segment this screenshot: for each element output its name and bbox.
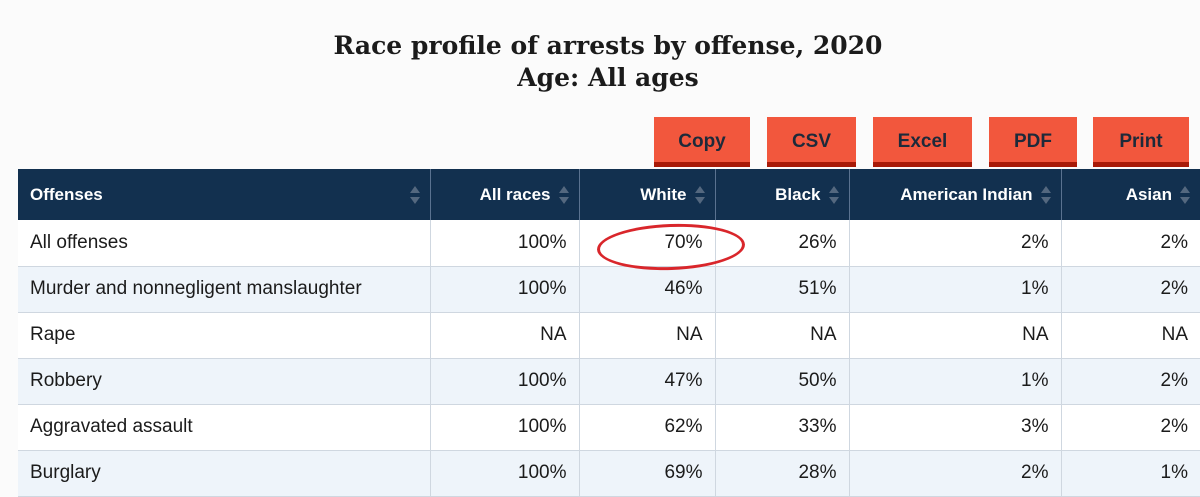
column-label: White [640, 184, 687, 204]
table-row: All offenses 100% 70% 26% 2% 2% [18, 220, 1200, 267]
sort-icon [1040, 185, 1051, 204]
table-cell: 26% [715, 220, 850, 267]
sort-icon [828, 185, 839, 204]
table-cell: 2% [849, 450, 1062, 497]
table-cell: 1% [849, 266, 1062, 313]
table-cell: 70% [579, 220, 716, 267]
table-cell: Aggravated assault [18, 404, 431, 451]
table-cell: 2% [849, 220, 1062, 267]
sort-icon [409, 185, 420, 204]
table-cell: Murder and nonnegligent manslaughter [18, 266, 431, 313]
sort-icon [694, 185, 705, 204]
table-row: Robbery 100% 47% 50% 1% 2% [18, 358, 1200, 405]
column-label: All races [479, 184, 551, 204]
column-label: Offenses [30, 184, 103, 204]
table-cell: 1% [849, 358, 1062, 405]
column-header-american-indian[interactable]: American Indian [849, 169, 1062, 220]
column-header-offenses[interactable]: Offenses [18, 169, 431, 220]
table-row: Murder and nonnegligent manslaughter 100… [18, 266, 1200, 313]
column-header-white[interactable]: White [579, 169, 716, 220]
column-label: American Indian [900, 184, 1033, 204]
table-cell: Robbery [18, 358, 431, 405]
column-label: Asian [1125, 184, 1172, 204]
table-cell: 50% [715, 358, 850, 405]
table-cell: 2% [1061, 266, 1200, 313]
table-cell: 100% [430, 450, 580, 497]
title-line-2: Age: All ages [517, 63, 699, 92]
table-cell: NA [1061, 312, 1200, 359]
pdf-button[interactable]: PDF [989, 117, 1077, 167]
table-cell: 2% [1061, 358, 1200, 405]
table-cell: 2% [1061, 220, 1200, 267]
table-cell: 69% [579, 450, 716, 497]
table-row: Aggravated assault 100% 62% 33% 3% 2% [18, 404, 1200, 451]
table-cell: Burglary [18, 450, 431, 497]
print-button[interactable]: Print [1093, 117, 1189, 167]
table-cell: 100% [430, 404, 580, 451]
csv-button[interactable]: CSV [767, 117, 856, 167]
table-cell: 100% [430, 358, 580, 405]
table-cell: 100% [430, 266, 580, 313]
copy-button[interactable]: Copy [654, 117, 750, 167]
column-header-black[interactable]: Black [715, 169, 850, 220]
table-cell: 1% [1061, 450, 1200, 497]
page-title: Race profile of arrests by offense, 2020… [0, 30, 1200, 94]
sort-icon [1180, 185, 1190, 204]
table-cell: 47% [579, 358, 716, 405]
table-cell: 28% [715, 450, 850, 497]
column-header-all-races[interactable]: All races [430, 169, 580, 220]
table-cell: 2% [1061, 404, 1200, 451]
table-row: Burglary 100% 69% 28% 2% 1% [18, 450, 1200, 497]
arrests-table: Offenses All races White Black American … [18, 169, 1200, 497]
table-row: Rape NA NA NA NA NA [18, 312, 1200, 359]
table-cell: All offenses [18, 220, 431, 267]
table-cell: NA [849, 312, 1062, 359]
table-cell: 33% [715, 404, 850, 451]
sort-icon [558, 185, 569, 204]
table-cell: 46% [579, 266, 716, 313]
title-line-1: Race profile of arrests by offense, 2020 [333, 31, 883, 60]
table-cell: NA [430, 312, 580, 359]
table-cell: NA [715, 312, 850, 359]
table-cell: Rape [18, 312, 431, 359]
table-header: Offenses All races White Black American … [18, 169, 1200, 220]
table-cell: NA [579, 312, 716, 359]
column-label: Black [775, 184, 821, 204]
table-cell: 100% [430, 220, 580, 267]
table-cell: 51% [715, 266, 850, 313]
excel-button[interactable]: Excel [873, 117, 972, 167]
table-cell: 3% [849, 404, 1062, 451]
column-header-asian[interactable]: Asian [1061, 169, 1200, 220]
table-cell: 62% [579, 404, 716, 451]
